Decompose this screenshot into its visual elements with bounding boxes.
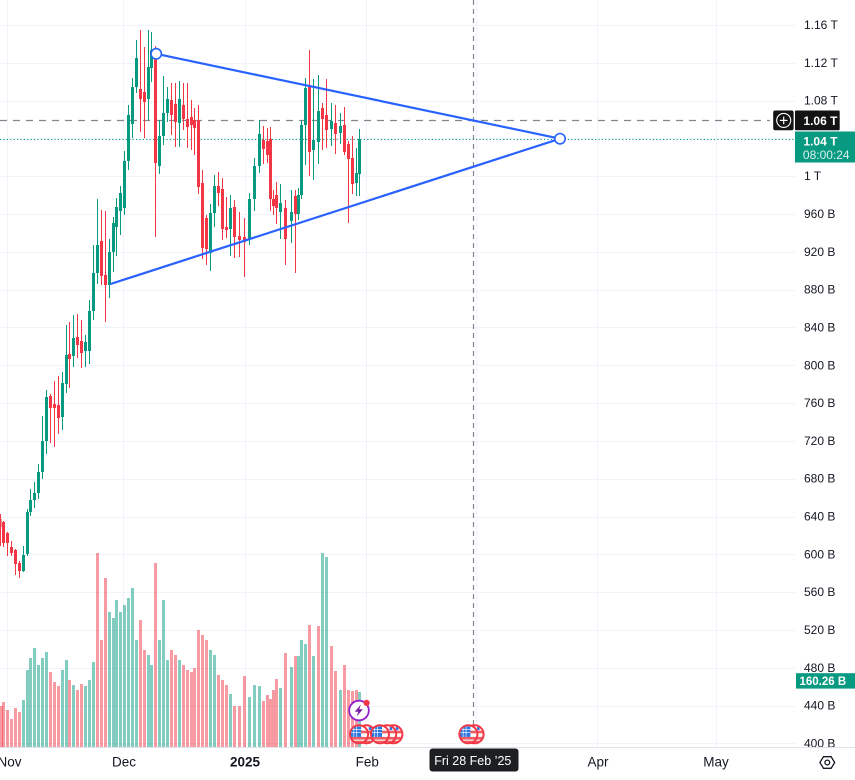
svg-text:960 B: 960 B [804,207,835,221]
svg-text:May: May [703,755,729,770]
svg-text:1.06 T: 1.06 T [803,114,838,128]
svg-text:440 B: 440 B [804,699,835,713]
svg-text:2025: 2025 [230,755,261,770]
svg-text:Dec: Dec [112,755,136,770]
svg-text:08:00:24: 08:00:24 [803,148,850,162]
svg-text:1.12 T: 1.12 T [804,56,838,70]
svg-text:760 B: 760 B [804,396,835,410]
svg-text:480 B: 480 B [804,661,835,675]
svg-text:1.16 T: 1.16 T [804,18,838,32]
svg-text:1 T: 1 T [804,169,822,183]
svg-text:720 B: 720 B [804,434,835,448]
svg-text:1.08 T: 1.08 T [804,94,838,108]
svg-text:920 B: 920 B [804,245,835,259]
svg-text:800 B: 800 B [804,358,835,372]
svg-text:1.04 T: 1.04 T [803,134,838,148]
svg-text:560 B: 560 B [804,585,835,599]
svg-text:880 B: 880 B [804,283,835,297]
svg-text:Nov: Nov [0,755,22,770]
svg-text:160.26 B: 160.26 B [800,676,847,688]
svg-text:680 B: 680 B [804,472,835,486]
svg-text:600 B: 600 B [804,547,835,561]
svg-text:640 B: 640 B [804,510,835,524]
svg-text:520 B: 520 B [804,623,835,637]
svg-text:Apr: Apr [587,755,609,770]
svg-text:400 B: 400 B [804,736,835,750]
svg-text:840 B: 840 B [804,321,835,335]
svg-text:Fri 28 Feb ’25: Fri 28 Feb ’25 [434,754,511,768]
svg-text:Feb: Feb [356,755,379,770]
